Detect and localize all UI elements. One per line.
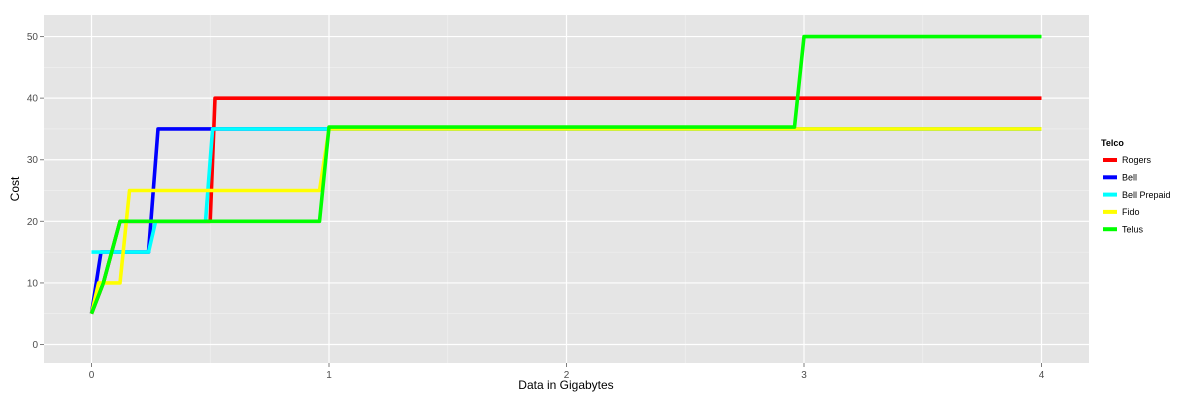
legend-label: Rogers (1122, 155, 1152, 165)
legend: Telco Rogers Bell Bell Prepaid Fido Telus (1101, 138, 1171, 234)
y-axis-ticks: 0 10 20 30 40 50 (27, 32, 44, 351)
y-tick-label: 20 (27, 217, 39, 228)
series-lines (89, 34, 1042, 315)
legend-title: Telco (1101, 138, 1124, 148)
x-tick-label: 3 (801, 370, 807, 381)
x-axis-ticks: 0 1 2 3 4 (89, 363, 1045, 381)
x-tick-label: 0 (89, 370, 95, 381)
legend-label: Bell (1122, 173, 1137, 183)
y-tick-label: 50 (27, 32, 39, 43)
x-tick-label: 4 (1039, 370, 1045, 381)
y-axis-title: Cost (8, 176, 22, 201)
x-tick-label: 1 (326, 370, 332, 381)
y-tick-label: 30 (27, 155, 39, 166)
x-axis-title: Data in Gigabytes (518, 378, 613, 392)
y-tick-label: 0 (32, 340, 38, 351)
y-tick-label: 10 (27, 278, 39, 289)
y-tick-label: 40 (27, 94, 39, 105)
legend-label: Fido (1122, 207, 1140, 217)
series-line-telus (89, 34, 1042, 315)
legend-label: Telus (1122, 224, 1144, 234)
x-tick-label: 2 (564, 370, 570, 381)
legend-label: Bell Prepaid (1122, 190, 1171, 200)
